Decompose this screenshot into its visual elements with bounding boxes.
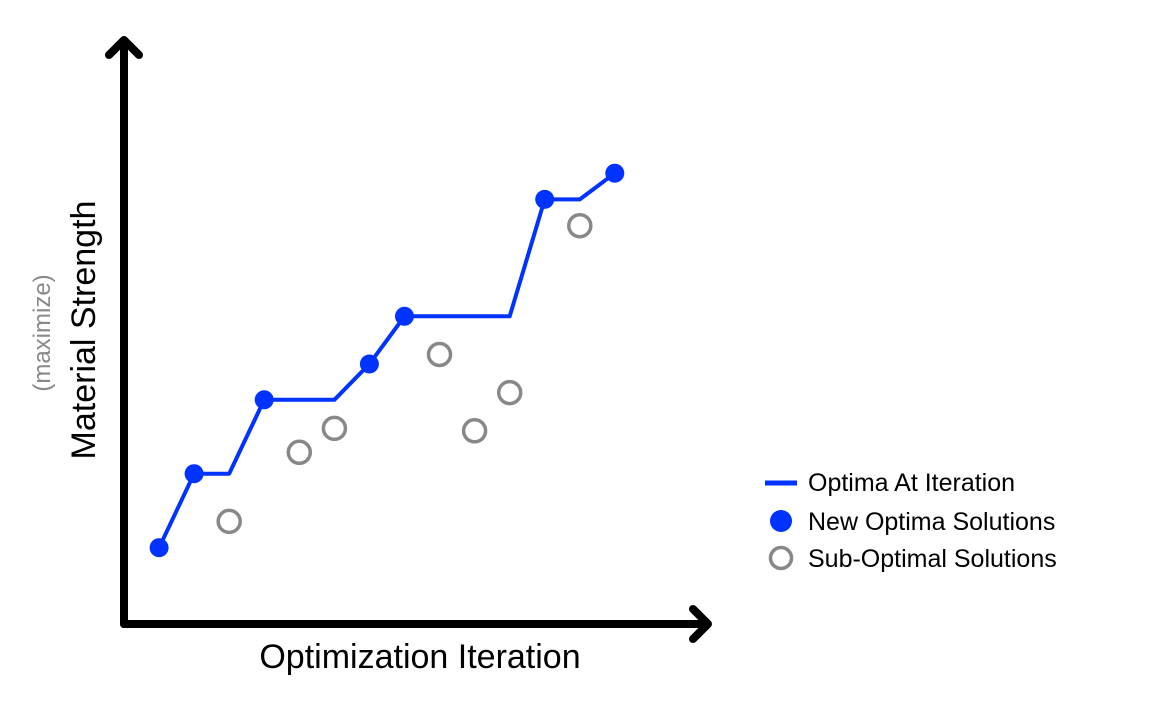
legend-filled-circle-swatch (770, 510, 792, 532)
sub-optimal-point-5 (461, 418, 488, 444)
legend: Optima At Iteration New Optima Solutions… (765, 469, 1057, 573)
optima-point-6 (535, 189, 555, 209)
axes (105, 36, 712, 643)
optima-point-4 (359, 354, 379, 374)
sub-optimal-point-2 (286, 439, 313, 466)
y-axis-note: (maximize) (29, 274, 56, 391)
optima-point-7 (605, 163, 625, 183)
plot-area (149, 163, 625, 558)
y-axis-label: Material Strength (65, 201, 103, 460)
optima-point-5 (395, 306, 414, 326)
sub-optimal-point-6 (496, 379, 523, 406)
optima-point-2 (184, 464, 204, 484)
x-axis-label: Optimization Iteration (259, 638, 580, 676)
legend-label-sub-optimal: Sub-Optimal Solutions (808, 545, 1057, 573)
legend-open-circle-swatch (768, 545, 794, 571)
sub-optimal-point-3 (321, 415, 348, 442)
sub-optimal-point-4 (426, 341, 453, 368)
legend-label-new-optima: New Optima Solutions (808, 508, 1055, 536)
x-axis-arrowhead (689, 605, 712, 643)
optima-point-1 (149, 538, 169, 558)
sub-optimal-point-1 (216, 508, 242, 535)
y-axis-arrowhead (105, 36, 143, 59)
optima-point-3 (254, 390, 274, 410)
optima-line (157, 171, 616, 549)
sub-optimal-point-7 (567, 212, 593, 239)
legend-label-optima-line: Optima At Iteration (808, 469, 1015, 497)
